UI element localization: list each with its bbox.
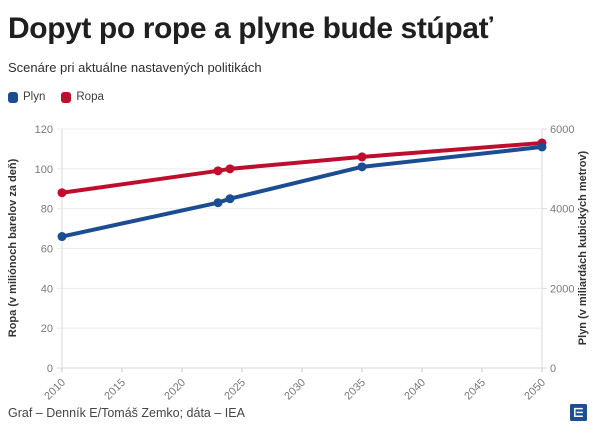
right-axis-tick-label: 2000 [550, 283, 574, 295]
series-point-plyn [225, 194, 235, 204]
left-axis-tick-label: 120 [35, 124, 53, 136]
legend-label-plyn: Plyn [23, 91, 46, 103]
legend-item-plyn[interactable]: Plyn [8, 91, 45, 103]
chart-subtitle: Scenáre pri aktuálne nastavených politik… [8, 60, 262, 75]
series-point-plyn [213, 198, 223, 208]
series-point-plyn [537, 142, 547, 152]
left-axis-tick-label: 100 [35, 164, 53, 176]
series-point-ropa [213, 166, 223, 176]
x-axis-tick-label: 2010 [42, 377, 68, 403]
legend-label-ropa: Ropa [76, 91, 104, 103]
series-point-plyn [57, 232, 67, 242]
right-axis-tick-label: 0 [550, 363, 556, 375]
x-axis-tick-label: 2040 [402, 377, 428, 403]
x-axis-tick-label: 2020 [162, 377, 188, 403]
series-point-ropa [225, 164, 235, 174]
left-axis-tick-label: 40 [41, 283, 53, 295]
x-axis-tick-label: 2035 [342, 377, 368, 403]
x-axis-tick-label: 2025 [222, 377, 248, 403]
legend-item-ropa[interactable]: Ropa [61, 91, 104, 103]
series-point-ropa [357, 152, 367, 162]
series-line-ropa [60, 140, 544, 195]
left-axis-tick-label: 60 [41, 244, 53, 256]
chart-credit: Graf – Denník E/Tomáš Zemko; dáta – IEA [8, 406, 245, 420]
left-axis-tick-label: 80 [41, 204, 53, 216]
x-axis-tick-label: 2030 [282, 377, 308, 403]
x-axis-tick-label: 2045 [462, 377, 488, 403]
series-point-plyn [357, 162, 367, 172]
left-axis-title: Ropa (v miliónoch barelov za deň) [7, 158, 19, 337]
left-axis-tick-label: 20 [41, 323, 53, 335]
plyn-swatch-icon [8, 91, 18, 103]
right-axis-title: Plyn (v miliardách kubických metrov) [577, 150, 589, 345]
ropa-swatch-icon [61, 91, 72, 103]
left-axis-tick-label: 0 [47, 363, 53, 375]
x-axis-tick-label: 2050 [522, 377, 548, 403]
legend: Plyn Ropa [8, 91, 104, 103]
chart-title: Dopyt po rope a plyne bude stúpať [8, 12, 493, 45]
series-point-ropa [57, 188, 67, 198]
right-axis-tick-label: 6000 [550, 124, 574, 136]
x-axis-tick-label: 2015 [102, 377, 128, 403]
dennik-e-logo-icon[interactable] [570, 404, 587, 421]
right-axis-tick-label: 4000 [550, 204, 574, 216]
